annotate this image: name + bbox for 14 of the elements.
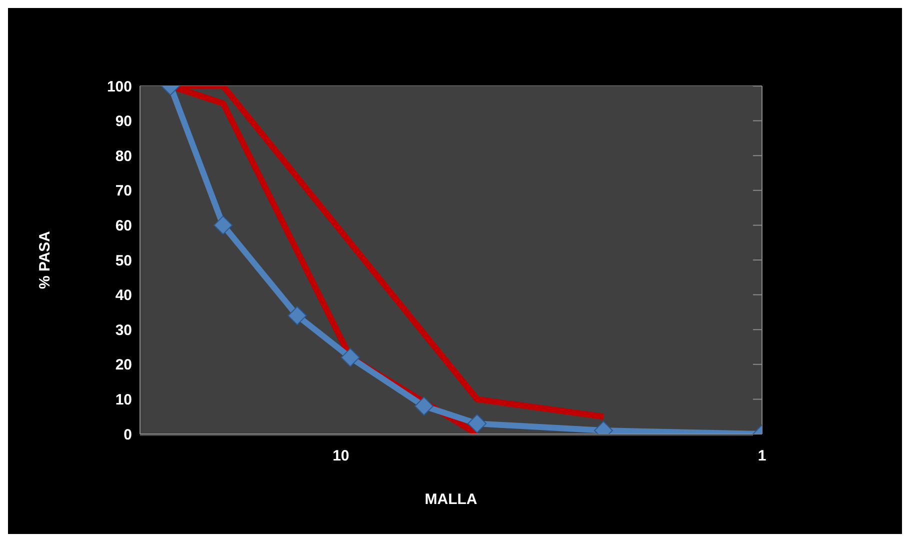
y-tick-label: 30 <box>115 322 132 339</box>
x-axis-title: MALLA <box>424 491 478 508</box>
y-axis-title: % PASA <box>36 230 54 290</box>
y-tick-label: 100 <box>106 78 132 96</box>
y-tick-label: 20 <box>115 356 132 374</box>
y-tick-label: 80 <box>115 148 132 165</box>
y-tick-label: 10 <box>115 392 132 409</box>
y-tick-label: 0 <box>124 426 132 444</box>
y-tick-label: 50 <box>115 252 132 270</box>
y-tick-label: 60 <box>115 218 132 235</box>
y-tick-label: 90 <box>115 113 132 130</box>
y-tick-label: 70 <box>115 182 132 200</box>
x-tick-label: 1 <box>758 448 766 465</box>
y-tick-label: 40 <box>115 287 132 304</box>
